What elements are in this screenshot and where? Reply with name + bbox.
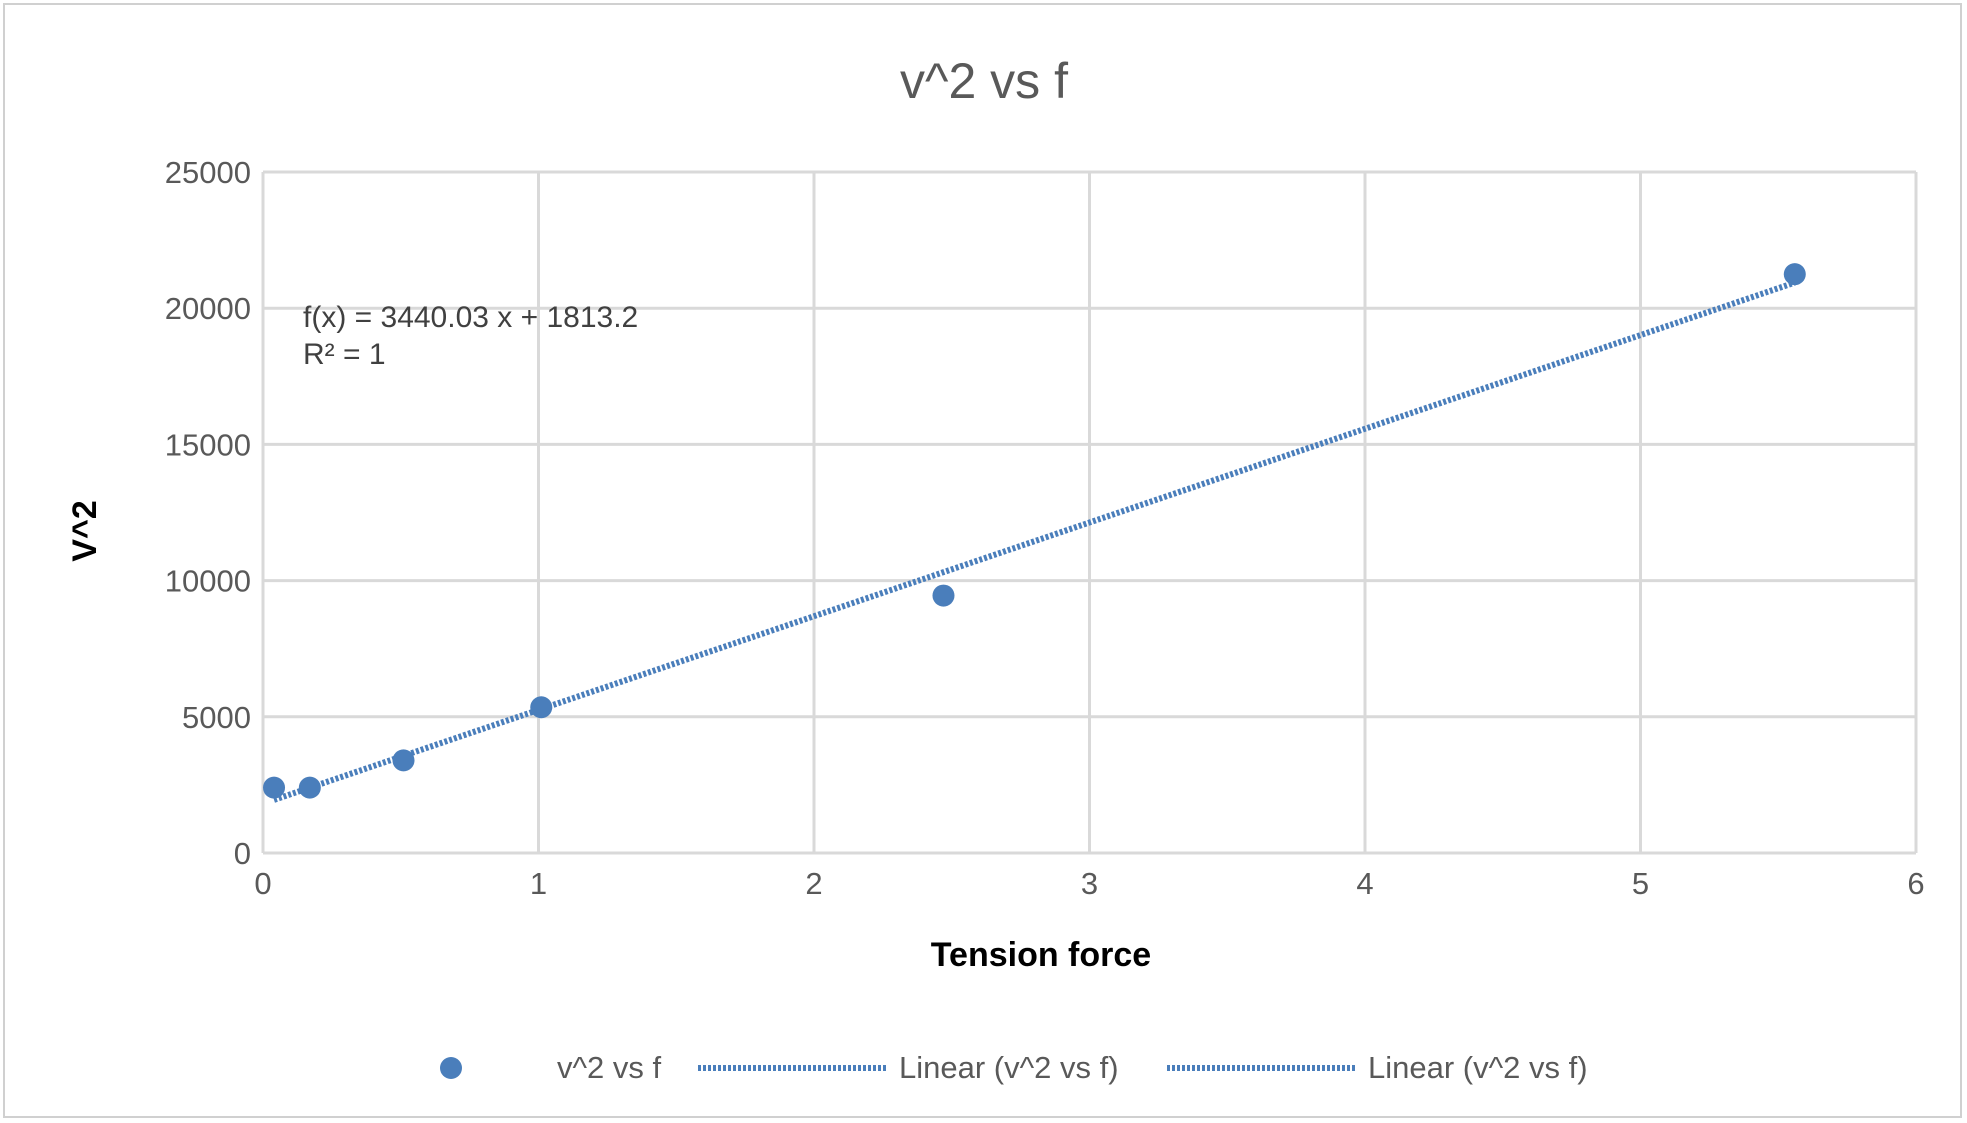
- y-tick-label-3: 15000: [165, 427, 251, 462]
- y-tick-label-5: 25000: [165, 155, 251, 190]
- x-tick-label-3: 3: [1081, 866, 1098, 901]
- data-points: [263, 263, 1806, 799]
- y-tick-label-0: 0: [234, 836, 251, 871]
- x-tick-label-6: 6: [1907, 866, 1924, 901]
- legend-marker-series: [440, 1057, 462, 1079]
- y-tick-label-1: 5000: [182, 700, 251, 735]
- x-tick-label-2: 2: [805, 866, 822, 901]
- trendline-r-squared: R² = 1: [303, 338, 386, 371]
- gridlines: [261, 170, 1918, 855]
- data-point-0-0: [263, 776, 286, 799]
- legend-label-trendline-1: Linear (v^2 vs f): [899, 1050, 1119, 1085]
- legend-label-series: v^2 vs f: [557, 1050, 662, 1085]
- trendline-layer: [273, 279, 1796, 803]
- data-point-0-5: [1783, 263, 1806, 286]
- data-point-0-3: [530, 696, 553, 719]
- tick-labels: 0 1 2 3 4 5 6 0 5000 10000 15000 20000 25000: [165, 155, 1925, 901]
- data-point-0-1: [298, 776, 321, 799]
- y-tick-label-2: 10000: [165, 564, 251, 599]
- data-point-0-2: [392, 749, 415, 772]
- y-axis-title: V^2: [66, 500, 104, 561]
- trendline: [273, 279, 1796, 803]
- trendline-equation: f(x) = 3440.03 x + 1813.2: [303, 301, 638, 334]
- x-tick-label-5: 5: [1632, 866, 1649, 901]
- x-tick-label-4: 4: [1356, 866, 1373, 901]
- chart-title: v^2 vs f: [900, 53, 1068, 109]
- legend-label-trendline-2: Linear (v^2 vs f): [1368, 1050, 1588, 1085]
- data-point-0-4: [932, 584, 955, 607]
- x-tick-label-1: 1: [530, 866, 547, 901]
- x-axis-title: Tension force: [931, 936, 1151, 974]
- legend: v^2 vs f Linear (v^2 vs f) Linear (v^2 v…: [440, 1050, 1588, 1085]
- x-tick-label-0: 0: [254, 866, 271, 901]
- y-tick-label-4: 20000: [165, 291, 251, 326]
